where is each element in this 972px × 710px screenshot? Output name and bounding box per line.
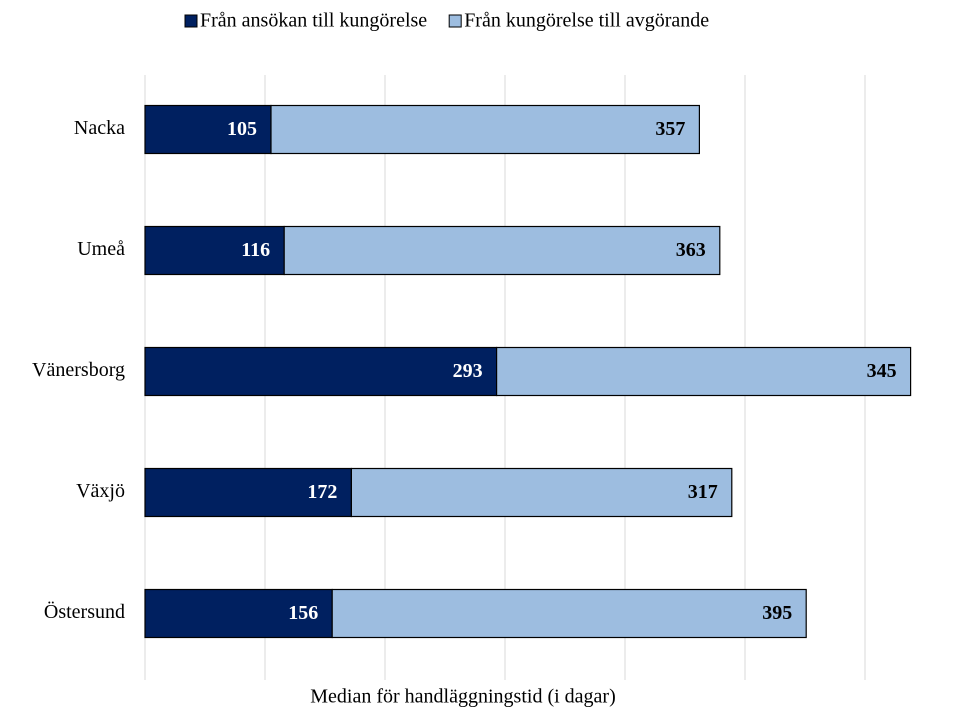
bar-segment — [270, 104, 700, 155]
data-label: 116 — [241, 239, 270, 261]
bar-segment — [283, 225, 721, 276]
bar-segment — [496, 346, 912, 397]
data-label: 293 — [453, 360, 483, 382]
y-tick-label: Umeå — [77, 238, 125, 260]
x-axis-label: Median för handläggningstid (i dagar) — [310, 686, 615, 708]
bar-segment — [144, 225, 285, 276]
legend-label: Från kungörelse till avgörande — [464, 10, 709, 32]
bar-segment — [331, 588, 807, 639]
y-tick-label: Nacka — [74, 117, 125, 139]
data-label: 105 — [227, 118, 257, 140]
y-tick-label: Vänersborg — [32, 359, 125, 381]
y-tick-label: Växjö — [76, 480, 125, 502]
data-label: 357 — [655, 118, 685, 140]
bar-segment — [144, 588, 333, 639]
bar-segment — [350, 467, 733, 518]
data-label: 172 — [307, 481, 337, 503]
bar-segment — [144, 104, 272, 155]
data-label: 345 — [867, 360, 897, 382]
bar-segment — [144, 467, 352, 518]
data-label: 363 — [676, 239, 706, 261]
legend-label: Från ansökan till kungörelse — [200, 10, 427, 32]
bar-segment — [144, 346, 498, 397]
data-label: 156 — [288, 602, 318, 624]
y-tick-label: Östersund — [44, 600, 125, 623]
data-label: 395 — [762, 602, 792, 624]
data-label: 317 — [688, 481, 718, 503]
legend-swatch — [184, 14, 198, 28]
legend-swatch — [448, 14, 462, 28]
